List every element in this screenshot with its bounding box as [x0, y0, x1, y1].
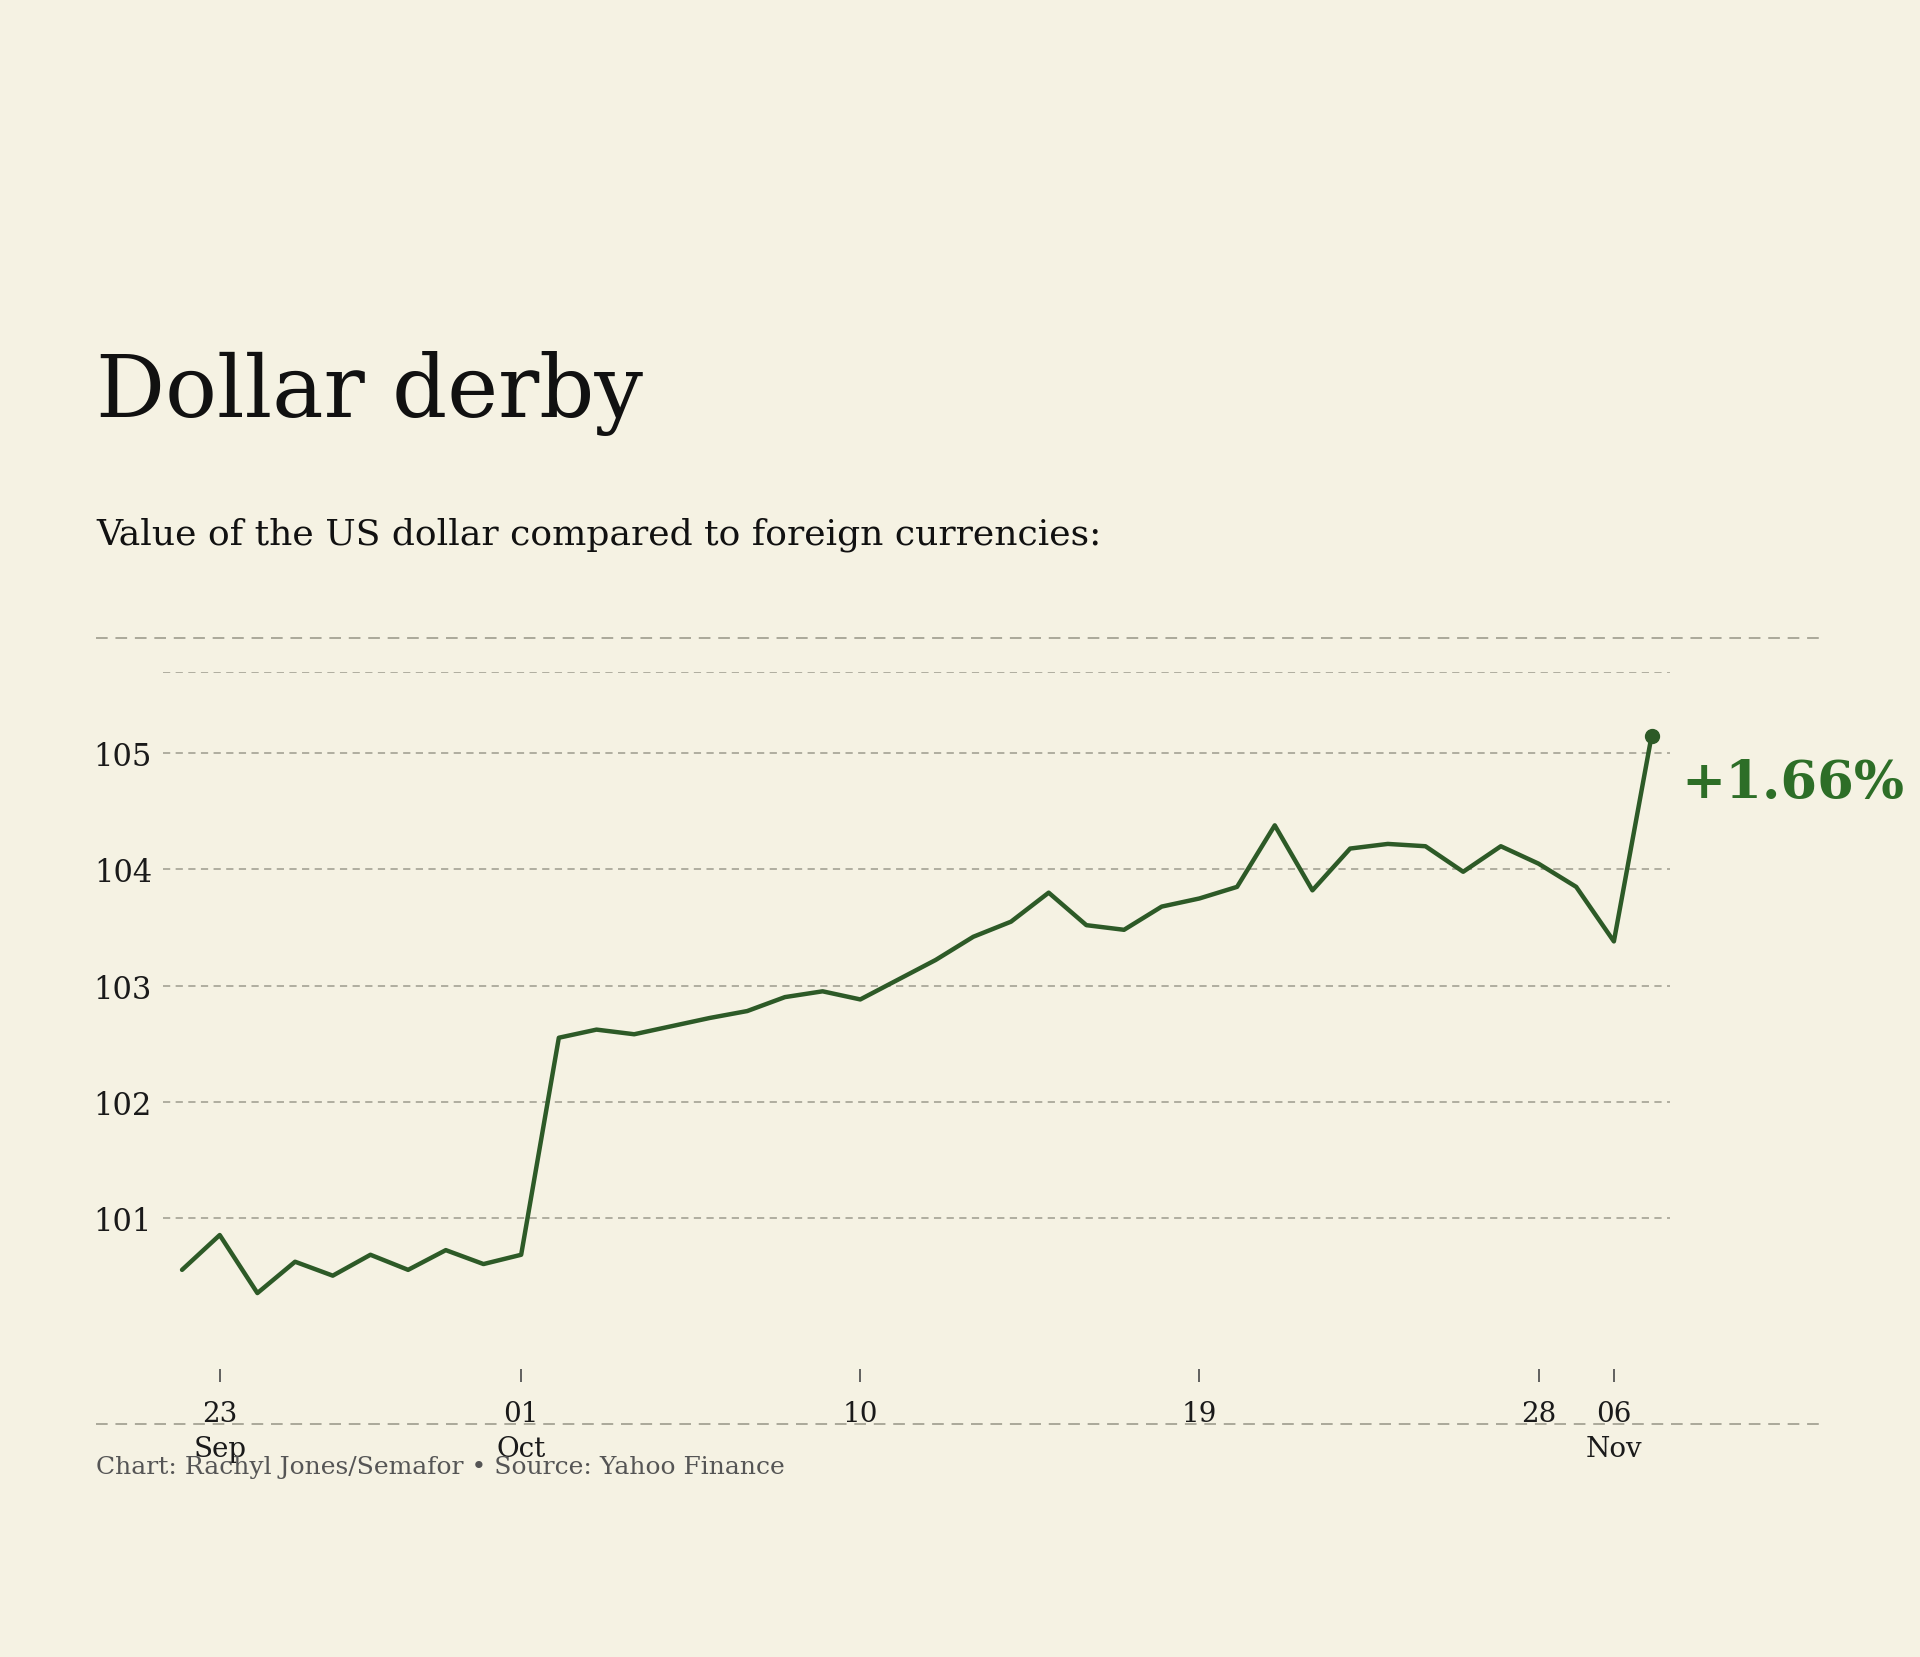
Text: Dollar derby: Dollar derby	[96, 351, 643, 436]
Text: Nov: Nov	[1586, 1435, 1642, 1461]
Point	[1636, 724, 1667, 751]
Text: 06: 06	[1596, 1400, 1632, 1427]
Text: 10: 10	[843, 1400, 877, 1427]
Text: 28: 28	[1521, 1400, 1555, 1427]
Text: 23: 23	[202, 1400, 238, 1427]
Text: Sep: Sep	[194, 1435, 246, 1461]
Text: 19: 19	[1181, 1400, 1217, 1427]
Text: Chart: Rachyl Jones/Semafor • Source: Yahoo Finance: Chart: Rachyl Jones/Semafor • Source: Ya…	[96, 1455, 785, 1478]
Text: SEMAFOR: SEMAFOR	[96, 1569, 401, 1621]
Text: +1.66%: +1.66%	[1682, 757, 1905, 809]
Text: 01: 01	[503, 1400, 540, 1427]
Text: Value of the US dollar compared to foreign currencies:: Value of the US dollar compared to forei…	[96, 517, 1102, 552]
Text: Oct: Oct	[497, 1435, 545, 1461]
